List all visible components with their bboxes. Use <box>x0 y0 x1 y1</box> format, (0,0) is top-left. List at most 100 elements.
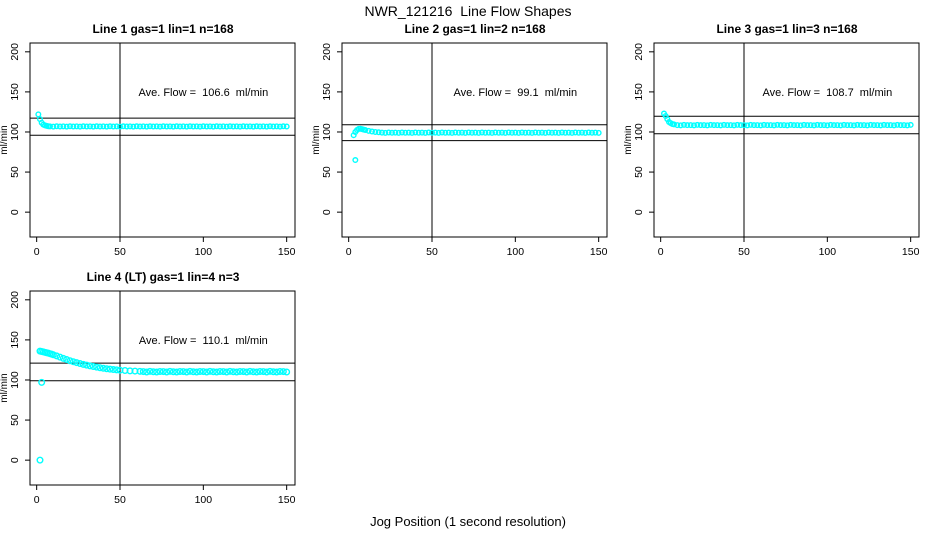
data-point <box>100 123 107 130</box>
y-tick-label: 200 <box>633 43 645 61</box>
x-tick-label: 0 <box>34 494 40 506</box>
data-point <box>93 363 101 371</box>
x-tick-label: 0 <box>34 246 40 258</box>
data-point <box>99 364 107 372</box>
data-point <box>552 129 559 136</box>
data-point <box>60 123 67 130</box>
data-point <box>253 123 260 130</box>
data-point <box>548 129 555 136</box>
data-point <box>66 123 73 130</box>
data-point <box>263 123 270 130</box>
data-point <box>797 122 804 129</box>
data-point <box>190 123 197 130</box>
data-point <box>209 368 217 376</box>
data-point <box>73 359 81 367</box>
data-point <box>179 368 187 376</box>
data-point <box>897 122 904 129</box>
y-tick-label: 200 <box>9 291 21 309</box>
data-point <box>498 129 505 136</box>
data-point <box>465 129 472 136</box>
data-point <box>229 368 237 376</box>
x-tick-label: 150 <box>590 246 608 258</box>
subplot-line-4-title: Line 4 (LT) gas=1 lin=4 n=3 <box>86 270 240 284</box>
data-point <box>422 129 429 136</box>
data-point <box>402 129 409 136</box>
plot-box <box>653 42 920 238</box>
data-point <box>246 367 254 375</box>
data-point <box>764 122 771 129</box>
data-point <box>707 121 714 128</box>
subplot-line-2-title: Line 2 gas=1 lin=2 n=168 <box>404 22 546 36</box>
data-point <box>53 352 61 360</box>
data-point <box>545 129 552 136</box>
data-point <box>867 121 874 128</box>
data-point <box>860 122 867 129</box>
data-point <box>156 367 164 375</box>
data-point <box>47 123 54 130</box>
data-point <box>425 129 432 136</box>
data-point <box>133 123 140 130</box>
data-point <box>754 122 761 129</box>
x-tick-label: 150 <box>278 494 296 506</box>
data-point <box>73 123 80 130</box>
data-point <box>283 368 291 376</box>
data-point <box>562 129 569 136</box>
data-point <box>109 366 117 374</box>
x-tick-label: 100 <box>195 494 213 506</box>
data-point <box>180 123 187 130</box>
data-point <box>83 361 91 369</box>
data-point <box>724 122 731 129</box>
x-tick-label: 100 <box>195 246 213 258</box>
data-point <box>280 123 287 130</box>
data-point <box>794 122 801 129</box>
data-point <box>76 360 84 368</box>
data-point <box>468 129 475 136</box>
data-point <box>582 129 589 136</box>
data-point <box>130 123 137 130</box>
data-point <box>555 129 562 136</box>
data-point <box>236 367 244 375</box>
data-point <box>120 123 127 130</box>
subplot-line-3-title: Line 3 gas=1 lin=3 n=168 <box>716 22 858 36</box>
data-point <box>53 123 60 130</box>
data-point <box>837 122 844 129</box>
data-point <box>63 123 70 130</box>
data-point <box>418 129 425 136</box>
data-point <box>213 368 221 376</box>
data-point <box>70 123 77 130</box>
plot-box <box>29 42 296 238</box>
data-point <box>96 364 104 372</box>
data-point <box>508 129 515 136</box>
data-point <box>89 363 97 371</box>
data-point <box>532 129 539 136</box>
data-point <box>455 129 462 136</box>
data-point <box>116 123 123 130</box>
data-point <box>69 358 77 366</box>
data-point <box>528 129 535 136</box>
data-point <box>502 129 509 136</box>
x-tick-label: 50 <box>426 246 438 258</box>
ave-flow-annotation: Ave. Flow = 110.1 ml/min <box>139 335 268 347</box>
data-point <box>492 129 499 136</box>
data-point <box>850 122 857 129</box>
data-point <box>243 368 251 376</box>
data-point <box>884 122 891 129</box>
data-point <box>485 129 492 136</box>
subplot-line-1-title: Line 1 gas=1 lin=1 n=168 <box>92 22 234 36</box>
data-point <box>671 121 678 128</box>
data-point <box>589 129 596 136</box>
data-point <box>458 129 465 136</box>
data-point <box>388 129 395 136</box>
figure-title: NWR_121216 Line Flow Shapes <box>364 3 572 19</box>
data-point <box>452 129 459 136</box>
subplot-line-3: Line 3 gas=1 lin=3 n=168 0 50 100 150 0 50 100… <box>624 22 936 270</box>
data-point <box>392 129 399 136</box>
data-point <box>199 368 207 376</box>
data-point <box>140 123 147 130</box>
data-point <box>236 123 243 130</box>
y-tick-label: 50 <box>9 166 21 178</box>
data-point <box>96 123 103 130</box>
data-point <box>760 121 767 128</box>
data-point <box>136 123 143 130</box>
data-point <box>542 129 549 136</box>
